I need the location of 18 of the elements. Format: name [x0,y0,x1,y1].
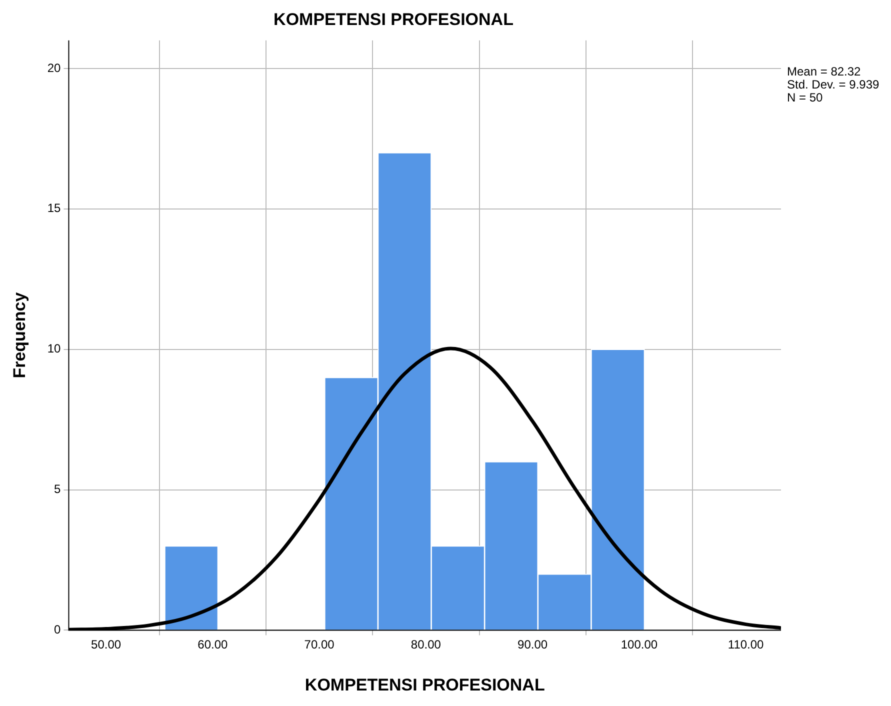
x-tick-label: 70.00 [304,638,335,652]
y-tick-label: 20 [47,60,62,75]
x-axis-title: KOMPETENSI PROFESIONAL [304,675,545,694]
y-axis-title: Frequency [10,292,29,378]
text: N = 50 [787,90,824,105]
x-tick-label: 90.00 [518,638,548,652]
y-tick-label: 0 [54,622,62,637]
y-tick-label: 15 [47,201,62,216]
chart-title: KOMPETENSI PROFESIONAL [274,10,514,29]
y-tick-label: 5 [54,482,62,496]
x-tick-label: 100.00 [620,638,658,652]
y-tick-label: 10 [47,342,62,356]
x-tick-label: 80.00 [410,638,442,652]
text: Std. Dev. = 9.939 [787,78,880,92]
text: Mean = 82.32 [787,64,862,79]
x-tick-label: 50.00 [91,638,122,652]
x-tick-label: 60.00 [198,638,228,652]
x-tick-label: 110.00 [728,638,764,652]
